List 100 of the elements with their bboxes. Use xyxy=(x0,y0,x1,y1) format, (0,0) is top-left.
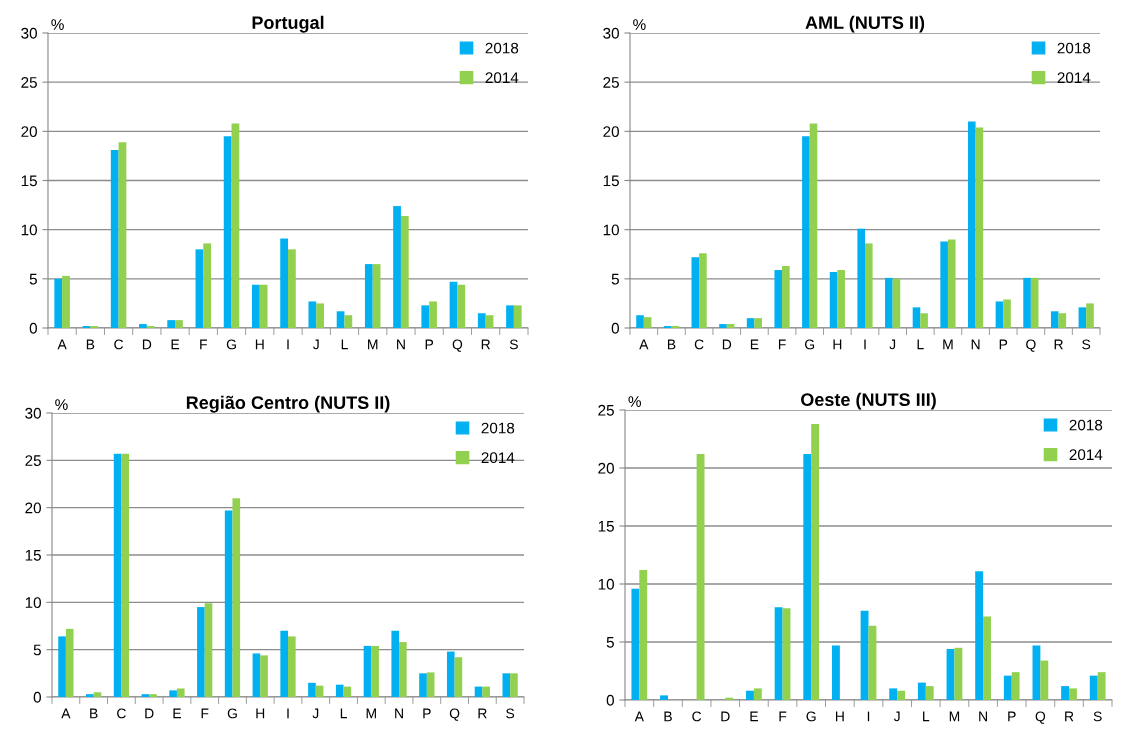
x-tick-label: D xyxy=(142,339,152,350)
bar xyxy=(506,305,514,328)
bar xyxy=(631,588,640,700)
y-tick-label: 20 xyxy=(603,126,619,138)
bar xyxy=(399,642,407,697)
x-tick-label: N xyxy=(397,339,405,350)
bar xyxy=(344,315,353,328)
bar xyxy=(925,686,934,700)
y-tick-label: 5 xyxy=(611,273,619,285)
bar xyxy=(65,628,74,697)
legend-label: 2018 xyxy=(485,42,519,54)
bar xyxy=(372,264,381,328)
y-tick-label: 0 xyxy=(29,322,37,334)
y-axis-title: % xyxy=(633,19,646,30)
legend-label: 2014 xyxy=(485,72,519,84)
y-axis-title: % xyxy=(51,19,64,30)
bar xyxy=(1061,686,1070,700)
x-tick-label: B xyxy=(90,708,98,719)
bar xyxy=(975,127,984,328)
bar xyxy=(774,607,783,700)
bar xyxy=(280,630,288,697)
bar xyxy=(363,645,372,697)
bar xyxy=(477,313,486,328)
x-tick-label: I xyxy=(287,339,289,350)
bar xyxy=(1003,675,1012,700)
bar xyxy=(429,301,437,328)
legend-label: 2014 xyxy=(1069,449,1103,461)
bar xyxy=(719,324,727,328)
bar xyxy=(457,284,466,328)
x-tick-label: P xyxy=(999,339,1008,350)
y-tick-label: 30 xyxy=(25,407,41,419)
x-tick-label: P xyxy=(425,339,434,350)
chart-title: Região Centro (NUTS II) xyxy=(186,395,390,413)
bar xyxy=(203,243,212,328)
bar xyxy=(485,315,494,328)
bar xyxy=(995,301,1004,328)
bar xyxy=(857,228,865,328)
bar xyxy=(1089,675,1098,700)
bar xyxy=(393,206,401,328)
bar xyxy=(774,269,783,328)
bar xyxy=(513,305,522,328)
bar xyxy=(1058,313,1067,328)
bar xyxy=(811,423,820,700)
x-tick-label: I xyxy=(864,339,866,350)
x-tick-label: N xyxy=(979,711,987,722)
y-tick-label: 25 xyxy=(603,77,619,88)
bar xyxy=(93,692,102,697)
bar xyxy=(691,257,700,328)
x-tick-label: J xyxy=(312,339,319,350)
x-tick-label: C xyxy=(114,339,124,350)
bar xyxy=(917,682,926,700)
x-tick-label: C xyxy=(692,711,702,722)
bar xyxy=(1097,672,1106,700)
bar xyxy=(754,318,763,328)
chart-title: Portugal xyxy=(252,15,324,33)
y-axis-title: % xyxy=(628,396,641,407)
bar xyxy=(195,249,204,328)
bar xyxy=(86,694,94,697)
legend-label: 2018 xyxy=(1057,42,1091,54)
bar xyxy=(58,636,66,697)
x-tick-label: B xyxy=(667,339,676,350)
x-tick-label: C xyxy=(694,339,704,350)
x-tick-label: M xyxy=(949,711,960,722)
bar xyxy=(371,645,379,697)
x-tick-label: L xyxy=(917,339,924,350)
bar xyxy=(308,682,316,697)
y-tick-label: 0 xyxy=(33,691,41,703)
bar xyxy=(175,320,183,328)
bar xyxy=(1030,277,1039,328)
y-tick-label: 15 xyxy=(25,550,41,561)
bar xyxy=(391,630,400,697)
bar xyxy=(954,647,963,700)
y-tick-label: 20 xyxy=(598,462,614,474)
x-tick-label: A xyxy=(639,339,649,350)
bar xyxy=(197,607,205,697)
y-tick-label: 15 xyxy=(21,175,37,187)
x-tick-label: E xyxy=(171,339,180,350)
x-tick-label: L xyxy=(341,339,348,350)
legend-label: 2018 xyxy=(1069,419,1103,431)
bar xyxy=(643,317,652,328)
y-tick-label: 5 xyxy=(33,644,41,656)
bar xyxy=(1086,303,1094,328)
y-tick-label: 5 xyxy=(29,273,37,285)
bar xyxy=(726,324,735,328)
x-tick-label: J xyxy=(889,339,896,350)
x-tick-label: R xyxy=(478,708,487,719)
x-tick-label: M xyxy=(943,339,953,350)
x-tick-label: J xyxy=(312,708,319,719)
bar xyxy=(1032,645,1041,700)
x-tick-label: G xyxy=(805,339,815,350)
x-tick-label: S xyxy=(509,339,518,350)
x-tick-label: E xyxy=(750,339,759,350)
bar xyxy=(252,284,260,328)
bar xyxy=(336,311,345,328)
x-tick-label: R xyxy=(481,339,491,350)
bar xyxy=(809,123,818,328)
bar xyxy=(782,266,790,328)
bar xyxy=(940,241,948,328)
bar xyxy=(280,238,288,328)
bar xyxy=(231,123,240,328)
